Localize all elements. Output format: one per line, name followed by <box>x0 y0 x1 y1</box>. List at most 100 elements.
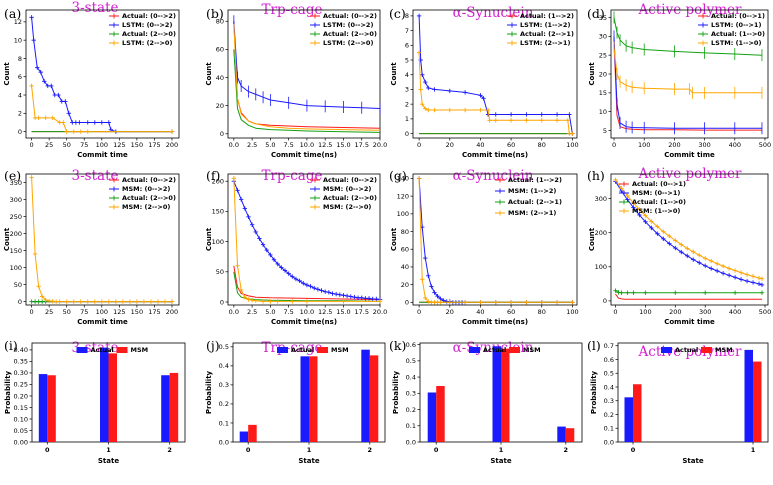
x-tick-label: 125 <box>113 308 125 316</box>
y-tick-label: 0 <box>603 297 607 305</box>
legend-label: Actual <box>91 346 114 354</box>
series-msm-1-2- <box>416 176 575 305</box>
chart-panel-a: (a) 3-state Commit time Count 0 2 4 6 8 10 12 0 25 50… <box>3 0 180 159</box>
x-tick-label: 20 <box>446 141 454 149</box>
panel-label: (g) <box>389 168 407 183</box>
bar-msm-1 <box>753 361 762 442</box>
y-tick-label: 0.4 <box>219 362 229 370</box>
y-tick-label: 0.7 <box>604 342 614 350</box>
x-tick-label: 75 <box>80 141 88 149</box>
y-tick-label: 0.6 <box>604 356 614 364</box>
y-tick-label: 40 <box>216 74 224 82</box>
x-tick-label: 500 <box>759 308 771 316</box>
x-tick-label: 0 <box>246 446 251 454</box>
x-tick-label: 10.0 <box>300 308 314 316</box>
x-tick-label: 17.5 <box>354 141 368 149</box>
x-tick-label: 400 <box>729 141 741 149</box>
x-tick-label: 0 <box>434 446 439 454</box>
y-tick-label: 0.20 <box>14 392 28 400</box>
bar-actual-1 <box>744 349 753 442</box>
x-tick-label: 2 <box>564 446 569 454</box>
y-tick-label: 2 <box>405 100 409 108</box>
x-tick-label: 0 <box>631 446 636 454</box>
x-tick-label: 300 <box>699 308 711 316</box>
y-tick-label: 0.0 <box>219 438 229 446</box>
series-line <box>31 17 172 133</box>
y-tick-label: 25 <box>599 51 607 59</box>
y-tick-label: 20 <box>216 102 224 110</box>
y-axis-label: Probability <box>4 370 12 414</box>
x-tick-label: 20.0 <box>373 308 387 316</box>
y-axis-label: Count <box>588 227 596 251</box>
y-tick-label: 0.3 <box>219 381 229 389</box>
y-axis-label: Count <box>390 62 398 86</box>
x-tick-label: 1 <box>751 446 756 454</box>
bar-msm-2 <box>565 428 575 442</box>
y-tick-label: 40 <box>401 263 409 271</box>
legend-label: MSM: (0-->2) <box>122 185 170 193</box>
bar-actual-1 <box>492 346 501 442</box>
legend-swatch <box>317 347 328 353</box>
x-tick-label: 2.5 <box>247 141 257 149</box>
chart-panel-c: (c) α-Synuclein Commit time(ns) Count 0 1 2 3 4 5… <box>389 5 579 159</box>
series-line <box>613 40 762 131</box>
series-line <box>31 85 172 133</box>
x-tick-label: 200 <box>669 308 681 316</box>
y-tick-label: 0.5 <box>219 343 229 351</box>
x-tick-label: 150 <box>131 308 143 316</box>
x-tick-label: 5.0 <box>265 141 275 149</box>
x-tick-label: 0.0 <box>229 141 239 149</box>
y-tick-label: 4 <box>405 71 409 79</box>
x-tick-label: 500 <box>759 141 771 149</box>
panel-label: (e) <box>4 168 21 183</box>
plot-frame <box>25 9 180 139</box>
x-tick-label: 20 <box>446 308 454 316</box>
legend-label: Actual: (2-->0) <box>122 194 176 202</box>
series-line <box>233 265 381 301</box>
chart-panel-g: (g) α-Synuclein Commit time(ns) Count 0 20 40 6… <box>389 168 579 326</box>
panel-label: (a) <box>4 6 21 21</box>
x-tick-label: 60 <box>507 308 515 316</box>
x-tick-label: 100 <box>639 308 651 316</box>
y-tick-label: 100 <box>397 210 409 218</box>
x-axis-label: Commit time <box>664 151 715 159</box>
x-tick-label: 125 <box>113 141 125 149</box>
y-tick-label: 0 <box>405 299 409 307</box>
y-axis-label: Probability <box>392 370 400 414</box>
y-axis-label: Count <box>205 227 213 251</box>
y-tick-label: 3 <box>405 86 409 94</box>
y-tick-label: 0.35 <box>14 358 28 366</box>
x-tick-label: 7.5 <box>283 141 293 149</box>
bar-msm-2 <box>369 355 379 442</box>
plot-frame <box>610 173 769 306</box>
panel-label: (h) <box>587 168 605 183</box>
legend-label: Actual: (2-->0) <box>122 30 176 38</box>
series-line <box>615 293 762 300</box>
y-tick-label: 0.1 <box>406 422 416 430</box>
x-tick-label: 0 <box>30 308 34 316</box>
bar-actual-1 <box>300 356 309 442</box>
y-tick-label: 120 <box>397 192 409 200</box>
legend-label: LSTM: (1-->2) <box>520 21 570 29</box>
legend-label: Actual: (0-->2) <box>323 176 377 184</box>
x-axis-label: Commit time <box>77 318 128 326</box>
x-tick-label: 175 <box>148 308 160 316</box>
series-lstm-2-0- <box>233 24 381 131</box>
panel-label: (f) <box>206 168 220 183</box>
plot-frame <box>617 342 769 443</box>
legend-label: MSM: (0-->2) <box>323 185 371 193</box>
y-tick-label: 12 <box>14 18 22 26</box>
legend-label: Actual: (0-->1) <box>632 180 686 188</box>
panel-label: (l) <box>587 338 601 353</box>
legend-swatch <box>116 347 128 353</box>
legend-label: Actual: (0-->1) <box>711 12 765 20</box>
chart-panel-l: (l) Active polymerStateProbability0.00.10… <box>587 338 769 465</box>
x-axis-label: Commit time <box>77 151 128 159</box>
series-actual-0-1- <box>615 293 762 300</box>
chart-panel-i: (i) 3-stateStateProbability0.000.050.100.… <box>4 338 186 465</box>
legend-label: Actual: (2-->1) <box>520 30 574 38</box>
x-tick-label: 0 <box>417 141 421 149</box>
x-tick-label: 10.0 <box>300 141 314 149</box>
x-axis-label: State <box>490 457 511 465</box>
